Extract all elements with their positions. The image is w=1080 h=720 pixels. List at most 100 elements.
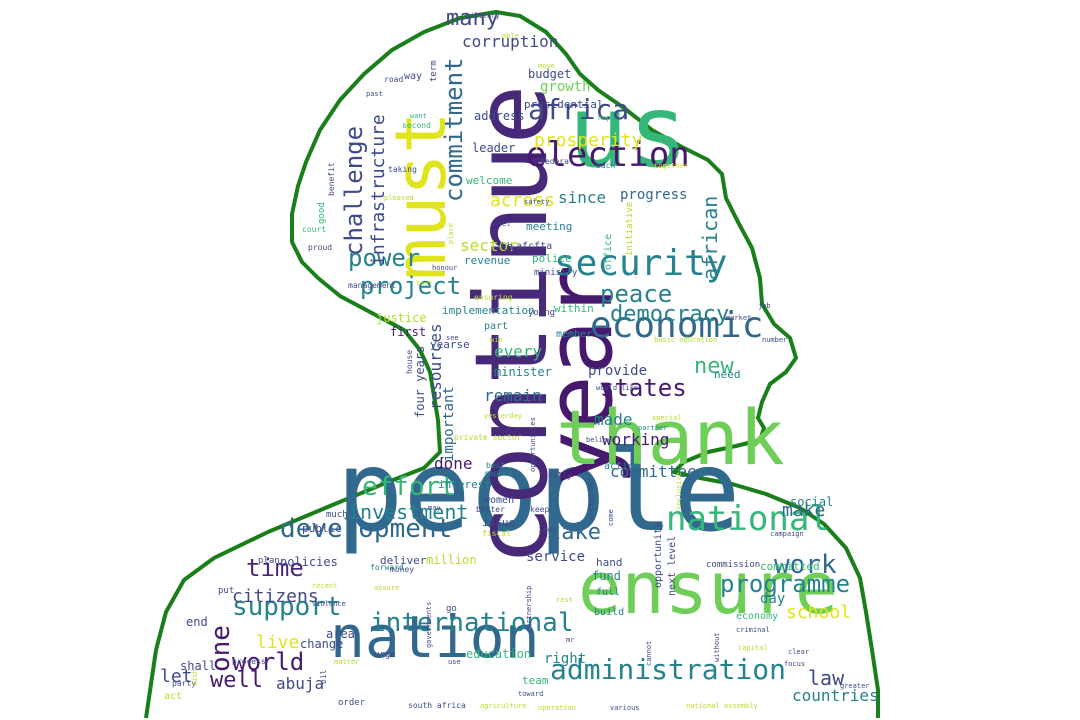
word-public: public xyxy=(302,522,342,535)
word-would-like: would like xyxy=(596,384,639,392)
word-money: money xyxy=(390,565,415,574)
word-military: military xyxy=(466,12,500,20)
word-office: office xyxy=(603,233,614,270)
word-able: able xyxy=(502,32,519,40)
word-national-assembly: national assembly xyxy=(686,702,758,710)
word-basic-education: basic education xyxy=(654,336,718,344)
word-partnership: partnership xyxy=(525,585,533,632)
word-taking: taking xyxy=(388,165,417,174)
word-first: first xyxy=(390,325,427,339)
word-prosperity: prosperity xyxy=(534,130,643,151)
word-within: within xyxy=(554,302,594,315)
word-south-africa: south africa xyxy=(408,701,466,710)
word-violence: violence xyxy=(312,600,346,608)
word-house: house xyxy=(405,349,414,374)
word-yesterday: yesterday xyxy=(484,412,522,420)
word-people: people xyxy=(336,427,741,557)
word-honour: honour xyxy=(432,264,458,272)
word-criminal: criminal xyxy=(736,626,770,634)
word-federal: federal xyxy=(540,157,574,166)
word-move: move xyxy=(538,62,555,70)
word-change: change xyxy=(300,637,344,651)
word-thank: thank xyxy=(556,393,785,482)
word-place: place xyxy=(447,222,455,244)
word-need: need xyxy=(714,368,741,381)
word-rest: rest xyxy=(556,596,573,604)
word-area: area xyxy=(326,627,355,641)
word-opportunities: opportunities xyxy=(529,417,537,472)
word-believe: believe xyxy=(586,436,616,444)
word-full: full xyxy=(596,587,621,598)
word-keep: keep xyxy=(530,505,550,514)
word-made: made xyxy=(594,410,633,429)
word-democracy: democracy xyxy=(610,302,730,327)
word-committed: committed xyxy=(760,560,820,573)
word-service: service xyxy=(526,549,586,565)
word-citizens: citizens xyxy=(232,586,319,607)
word-commitment: commitment xyxy=(440,57,468,203)
word-put: put xyxy=(218,586,235,596)
word-implementation: implementation xyxy=(442,304,535,317)
word-oil: oil xyxy=(319,669,328,684)
word-ensure: ensure xyxy=(578,546,839,630)
word-us: us xyxy=(568,73,689,190)
word-nation: nation xyxy=(330,603,540,671)
word-come: come xyxy=(607,509,615,526)
word-inclusive: inclusive xyxy=(675,472,683,510)
word-effort: effort xyxy=(362,472,456,502)
word-pleased: pleased xyxy=(384,194,414,202)
word-work: work xyxy=(774,550,837,580)
word-interest: interest xyxy=(438,478,491,491)
word-policies: policies xyxy=(280,555,338,569)
word-time: time xyxy=(246,554,304,582)
word-sector: sector xyxy=(460,236,518,255)
word-ensuring: ensuring xyxy=(474,293,513,302)
word-many: many xyxy=(446,6,499,31)
word-th: th xyxy=(500,240,514,253)
word-administration: administration xyxy=(550,653,787,686)
word-let: let xyxy=(160,666,193,687)
word-action: action xyxy=(604,461,641,472)
word-part: part xyxy=(484,321,509,332)
word-job: job xyxy=(758,302,771,310)
word-inec: inec xyxy=(538,525,558,534)
word-peace: peace xyxy=(600,280,673,308)
word-power: power xyxy=(348,244,421,272)
word-focus: focus xyxy=(784,660,806,668)
word-good: good xyxy=(317,202,327,224)
word-hand: hand xyxy=(596,556,623,569)
word-committee: committee xyxy=(610,462,697,481)
word-international: international xyxy=(370,608,574,638)
word-fiscal: fiscal xyxy=(482,529,511,538)
word-much: much xyxy=(326,510,348,520)
word-process: process xyxy=(232,657,266,666)
word-right: right xyxy=(544,651,587,667)
word-million: million xyxy=(426,553,477,567)
word-women: women xyxy=(484,495,515,506)
word-economic: economic xyxy=(590,305,764,346)
word-fund: fund xyxy=(592,569,621,583)
word-since: since xyxy=(558,188,607,207)
word-campaign: campaign xyxy=(770,530,804,538)
word-minister: minister xyxy=(494,365,552,379)
silhouette-path xyxy=(144,10,880,719)
word-use: use xyxy=(448,658,461,666)
word-every: every xyxy=(494,342,543,361)
word-cannot: cannot xyxy=(645,640,653,666)
word-governments: governments xyxy=(425,601,433,648)
word-prosperous: prosperous xyxy=(587,477,595,520)
word-deliver: deliver xyxy=(380,554,427,567)
word-education: education xyxy=(466,647,532,661)
word-want: want xyxy=(410,112,427,120)
word-clear: clear xyxy=(788,648,810,656)
word-world: world xyxy=(232,648,305,676)
word-may: may xyxy=(428,504,441,512)
word-order: order xyxy=(338,698,366,708)
word-revenue: revenue xyxy=(464,254,511,267)
word-africa: africa xyxy=(528,93,630,126)
word-way: way xyxy=(404,71,423,82)
word-support: support xyxy=(232,592,342,622)
word-end: end xyxy=(186,615,208,629)
word-remain: remain xyxy=(484,386,542,405)
word-urge: urge xyxy=(374,650,396,660)
